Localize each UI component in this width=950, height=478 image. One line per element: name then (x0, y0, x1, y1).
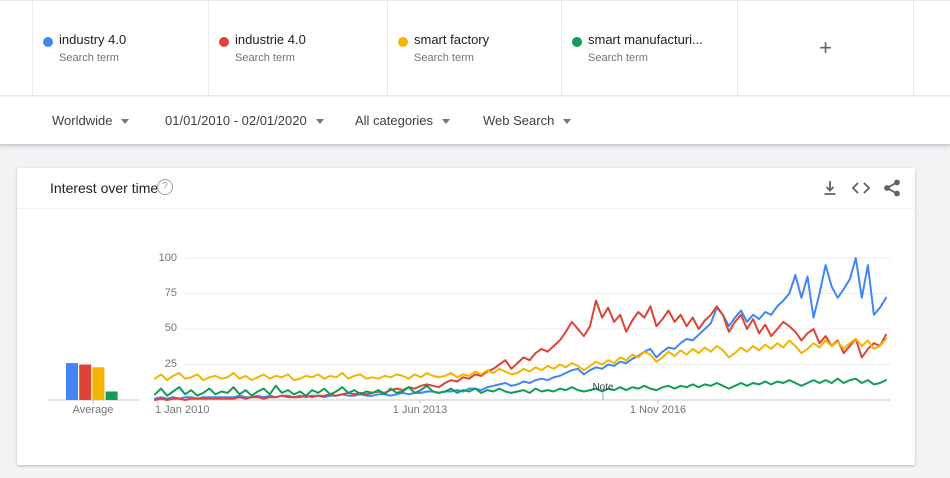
share-icon[interactable] (882, 178, 902, 198)
card-title: Interest over time (50, 180, 159, 196)
y-axis-tick-75: 75 (164, 287, 177, 299)
term-chip-industry-4-0[interactable]: industry 4.0 Search term (32, 1, 208, 95)
y-axis-tick-50: 50 (164, 322, 177, 334)
series-color-dot (219, 37, 229, 47)
download-icon[interactable] (820, 178, 840, 198)
series-color-dot (398, 37, 408, 47)
card-header: Interest over time ? (17, 168, 915, 209)
add-comparison-button[interactable]: + (737, 1, 913, 95)
terms-bar-separator (913, 1, 914, 95)
term-type: Search term (588, 52, 648, 64)
terms-bar: industry 4.0 Search term industrie 4.0 S… (0, 0, 950, 96)
filter-bar: Worldwide 01/01/2010 - 02/01/2020 All ca… (0, 97, 950, 146)
chevron-down-icon (121, 119, 130, 125)
date-range-label: 01/01/2010 - 02/01/2020 (165, 113, 307, 128)
interest-over-time-card: Interest over time ? 100 75 50 25 1 Jan … (17, 168, 915, 465)
embed-icon[interactable] (851, 178, 871, 198)
term-label: smart manufacturi... (588, 32, 703, 47)
x-axis-tick-nov-2016: 1 Nov 2016 (629, 404, 687, 416)
average-axis-label: Average (72, 404, 114, 416)
chart-note-marker[interactable]: Note (592, 382, 614, 393)
series-color-dot (43, 37, 53, 47)
category-filter-dropdown[interactable]: All categories (355, 97, 451, 144)
date-range-filter-dropdown[interactable]: 01/01/2010 - 02/01/2020 (165, 97, 324, 144)
term-label: smart factory (414, 32, 490, 47)
term-label: industry 4.0 (59, 32, 127, 47)
term-type: Search term (59, 52, 119, 64)
category-filter-label: All categories (355, 113, 434, 128)
term-type: Search term (414, 52, 474, 64)
trend-chart[interactable] (17, 168, 915, 465)
series-color-dot (572, 37, 582, 47)
x-axis-tick-jan-2010: 1 Jan 2010 (155, 404, 210, 416)
term-label: industrie 4.0 (235, 32, 306, 47)
y-axis-tick-25: 25 (164, 358, 177, 370)
region-filter-dropdown[interactable]: Worldwide (52, 97, 130, 144)
x-axis-tick-jun-2013: 1 Jun 2013 (392, 404, 448, 416)
help-icon[interactable]: ? (157, 179, 173, 195)
search-type-label: Web Search (483, 113, 555, 128)
term-chip-smart-manufacturing[interactable]: smart manufacturi... Search term (561, 1, 737, 95)
chevron-down-icon (442, 119, 451, 125)
search-type-filter-dropdown[interactable]: Web Search (483, 97, 572, 144)
term-chip-smart-factory[interactable]: smart factory Search term (387, 1, 561, 95)
chevron-down-icon (315, 119, 324, 125)
plus-icon: + (819, 35, 832, 60)
term-chip-industrie-4-0[interactable]: industrie 4.0 Search term (208, 1, 387, 95)
region-filter-label: Worldwide (52, 113, 113, 128)
chevron-down-icon (563, 119, 572, 125)
y-axis-tick-100: 100 (158, 252, 177, 264)
term-type: Search term (235, 52, 295, 64)
